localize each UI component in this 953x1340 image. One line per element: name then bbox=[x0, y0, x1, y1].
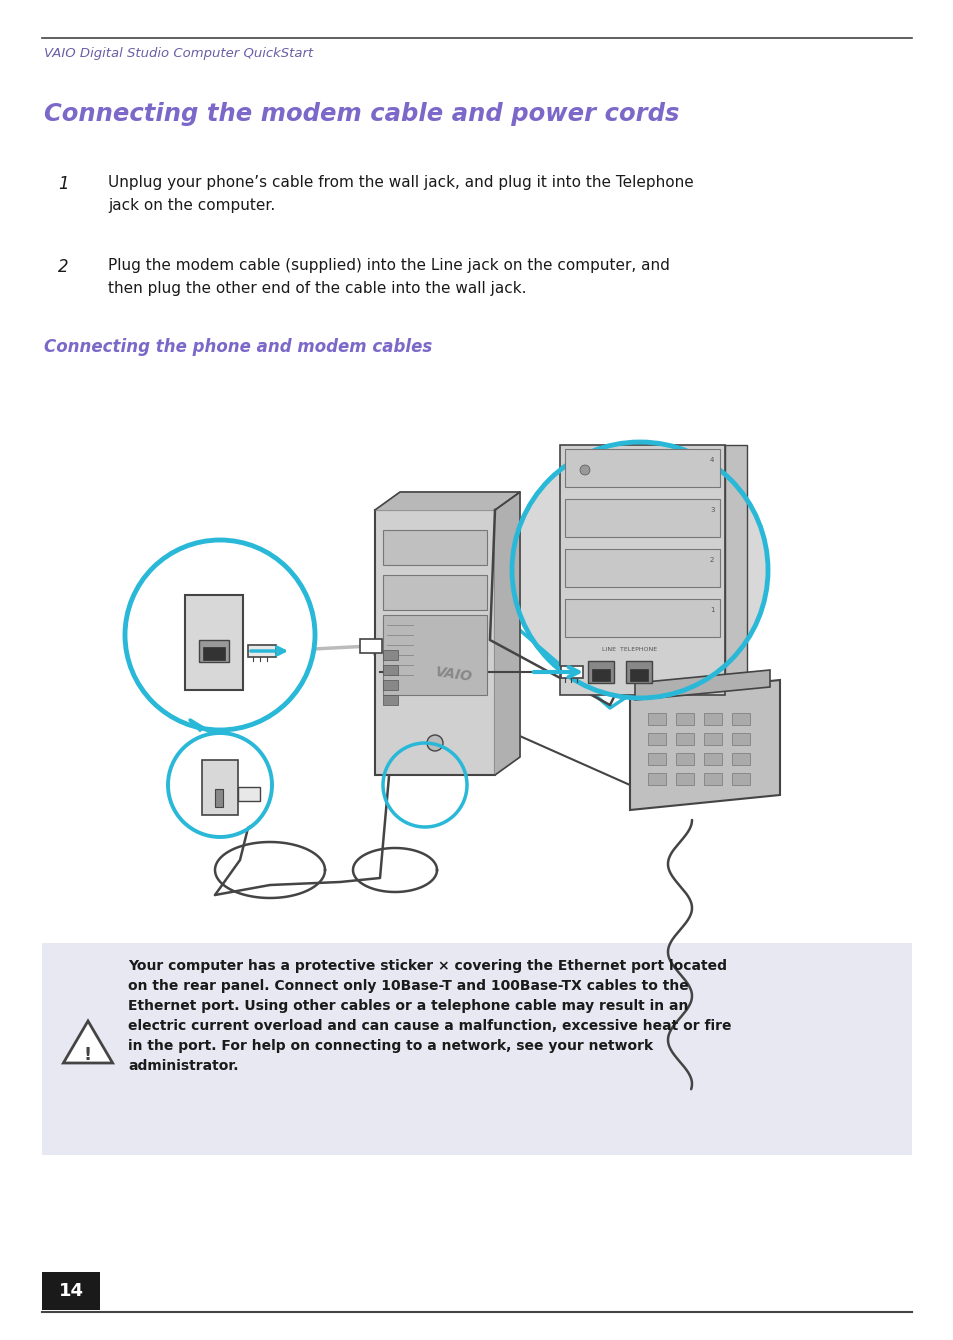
FancyBboxPatch shape bbox=[559, 445, 724, 695]
Polygon shape bbox=[635, 670, 769, 699]
FancyBboxPatch shape bbox=[202, 760, 237, 815]
Text: 2: 2 bbox=[709, 557, 714, 563]
Text: VAIO Digital Studio Computer QuickStart: VAIO Digital Studio Computer QuickStart bbox=[44, 47, 313, 60]
FancyBboxPatch shape bbox=[676, 733, 693, 745]
FancyBboxPatch shape bbox=[625, 661, 651, 683]
Text: Connecting the modem cable and power cords: Connecting the modem cable and power cor… bbox=[44, 102, 679, 126]
Text: 4: 4 bbox=[709, 457, 714, 464]
FancyBboxPatch shape bbox=[629, 669, 647, 681]
FancyBboxPatch shape bbox=[564, 599, 720, 636]
FancyBboxPatch shape bbox=[676, 753, 693, 765]
Circle shape bbox=[170, 736, 270, 835]
FancyBboxPatch shape bbox=[382, 575, 486, 610]
FancyBboxPatch shape bbox=[382, 650, 397, 661]
FancyBboxPatch shape bbox=[42, 1272, 100, 1311]
Text: Connecting the phone and modem cables: Connecting the phone and modem cables bbox=[44, 338, 432, 356]
FancyBboxPatch shape bbox=[382, 531, 486, 565]
Text: 14: 14 bbox=[58, 1282, 84, 1300]
Text: Unplug your phone’s cable from the wall jack, and plug it into the Telephone
jac: Unplug your phone’s cable from the wall … bbox=[108, 176, 693, 213]
FancyBboxPatch shape bbox=[564, 449, 720, 486]
FancyBboxPatch shape bbox=[703, 713, 721, 725]
FancyBboxPatch shape bbox=[647, 733, 665, 745]
FancyBboxPatch shape bbox=[375, 511, 495, 775]
FancyBboxPatch shape bbox=[382, 679, 397, 690]
Circle shape bbox=[579, 465, 589, 474]
FancyBboxPatch shape bbox=[564, 549, 720, 587]
FancyBboxPatch shape bbox=[564, 498, 720, 537]
FancyBboxPatch shape bbox=[703, 753, 721, 765]
FancyBboxPatch shape bbox=[647, 713, 665, 725]
Polygon shape bbox=[375, 492, 519, 511]
FancyBboxPatch shape bbox=[382, 615, 486, 695]
FancyBboxPatch shape bbox=[676, 713, 693, 725]
Text: 1: 1 bbox=[58, 176, 69, 193]
FancyBboxPatch shape bbox=[731, 753, 749, 765]
FancyBboxPatch shape bbox=[703, 773, 721, 785]
FancyBboxPatch shape bbox=[382, 695, 397, 705]
FancyBboxPatch shape bbox=[587, 661, 614, 683]
Polygon shape bbox=[629, 679, 780, 809]
Text: Your computer has a protective sticker ⨯ covering the Ethernet port located
on t: Your computer has a protective sticker ⨯… bbox=[128, 959, 731, 1073]
FancyBboxPatch shape bbox=[724, 445, 746, 675]
FancyBboxPatch shape bbox=[199, 641, 229, 662]
Text: 1: 1 bbox=[709, 607, 714, 612]
FancyBboxPatch shape bbox=[676, 773, 693, 785]
Circle shape bbox=[427, 736, 442, 750]
Circle shape bbox=[514, 444, 765, 695]
FancyBboxPatch shape bbox=[359, 639, 381, 653]
FancyBboxPatch shape bbox=[237, 787, 260, 801]
Polygon shape bbox=[63, 1021, 112, 1063]
FancyBboxPatch shape bbox=[382, 665, 397, 675]
FancyBboxPatch shape bbox=[731, 773, 749, 785]
Circle shape bbox=[127, 541, 313, 728]
FancyBboxPatch shape bbox=[703, 733, 721, 745]
Text: Plug the modem cable (supplied) into the Line jack on the computer, and
then plu: Plug the modem cable (supplied) into the… bbox=[108, 259, 669, 296]
Text: 2: 2 bbox=[58, 259, 69, 276]
FancyBboxPatch shape bbox=[560, 666, 582, 678]
Polygon shape bbox=[495, 492, 519, 775]
FancyBboxPatch shape bbox=[731, 713, 749, 725]
FancyBboxPatch shape bbox=[185, 595, 243, 690]
FancyBboxPatch shape bbox=[731, 733, 749, 745]
FancyBboxPatch shape bbox=[592, 669, 609, 681]
Text: 3: 3 bbox=[709, 507, 714, 513]
FancyBboxPatch shape bbox=[214, 789, 223, 807]
FancyBboxPatch shape bbox=[647, 753, 665, 765]
Text: LINE  TELEPHONE: LINE TELEPHONE bbox=[601, 647, 657, 653]
FancyBboxPatch shape bbox=[382, 620, 486, 655]
FancyBboxPatch shape bbox=[647, 773, 665, 785]
Text: VAIO: VAIO bbox=[434, 666, 473, 685]
FancyBboxPatch shape bbox=[42, 943, 911, 1155]
FancyBboxPatch shape bbox=[248, 645, 275, 657]
FancyBboxPatch shape bbox=[203, 647, 225, 661]
Text: !: ! bbox=[84, 1047, 92, 1064]
